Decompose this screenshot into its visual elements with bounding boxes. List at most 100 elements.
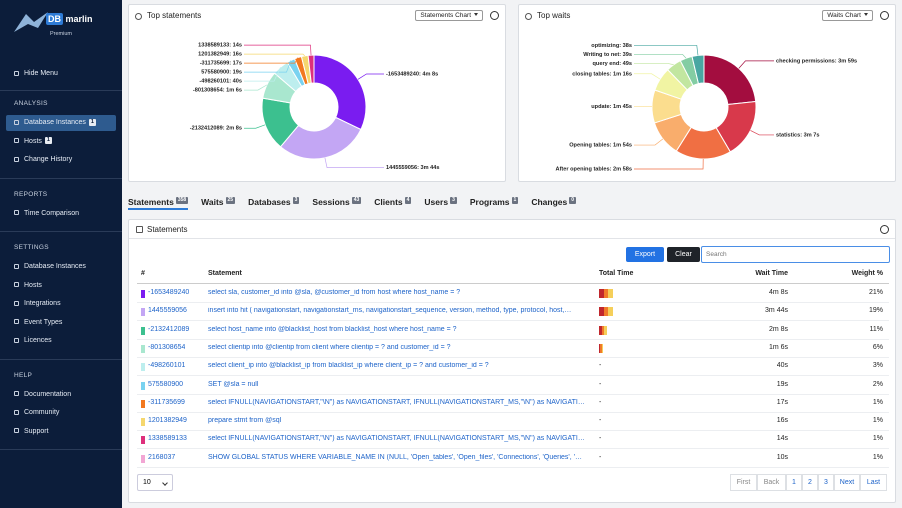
- statement-id[interactable]: -2132412089: [148, 325, 190, 333]
- slice: [313, 54, 367, 131]
- statement-text[interactable]: SET @sla = null: [208, 380, 259, 388]
- total-time: -: [599, 398, 602, 406]
- slice-label: -801308654: 1m 6s: [193, 88, 242, 94]
- page-button[interactable]: First: [730, 474, 757, 491]
- tab[interactable]: Users 3: [424, 197, 457, 210]
- chart-menu-button[interactable]: Waits Chart: [822, 10, 873, 21]
- statement-text[interactable]: insert into hit ( navigationstart, navig…: [208, 307, 572, 315]
- column-header[interactable]: Weight %: [851, 270, 883, 277]
- collapse-button[interactable]: [880, 225, 889, 234]
- column-header[interactable]: Total Time: [599, 270, 634, 277]
- chart-menu-button[interactable]: Statements Chart: [415, 10, 483, 21]
- tab-count: 1: [511, 197, 519, 204]
- logo-name: marlin: [65, 14, 93, 24]
- nav-item[interactable]: Time Comparison: [6, 206, 116, 222]
- total-time-bar: [599, 325, 608, 335]
- row-marker: [141, 363, 145, 372]
- statement-id[interactable]: -498260101: [148, 362, 186, 370]
- leader-line: [750, 130, 774, 136]
- nav-item[interactable]: Community: [6, 405, 116, 421]
- nav-item[interactable]: Licences: [6, 333, 116, 349]
- wait-time: 4m 8s: [768, 289, 788, 296]
- row-marker: [141, 399, 145, 408]
- nav-item[interactable]: Hosts 1: [6, 134, 116, 150]
- statement-text[interactable]: prepare stmt from @sql: [208, 417, 282, 425]
- total-time: -: [599, 453, 602, 461]
- leader-line: [634, 54, 687, 59]
- wait-time: 19s: [776, 380, 788, 388]
- slice-label: statistics: 3m 7s: [776, 132, 820, 138]
- page-button[interactable]: 1: [786, 474, 802, 491]
- tab[interactable]: Waits 25: [201, 197, 236, 210]
- statement-text[interactable]: select host_name into @blacklist_host fr…: [208, 325, 457, 333]
- row-separator: [137, 466, 889, 468]
- nav-item[interactable]: Database Instances: [6, 259, 116, 275]
- nav-item[interactable]: Database Instances 1: [6, 115, 116, 131]
- tab[interactable]: Sessions 43: [312, 197, 362, 210]
- card-title: Top statements: [147, 11, 202, 20]
- statement-id[interactable]: 2168037: [148, 453, 176, 461]
- statement-id[interactable]: -1653489240: [148, 289, 190, 296]
- tab-count: 4: [404, 197, 412, 204]
- leader-line: [244, 84, 268, 91]
- page-button[interactable]: 3: [818, 474, 834, 491]
- weight: 1%: [872, 453, 883, 461]
- nav-item[interactable]: Change History: [6, 152, 116, 168]
- bar-part: [601, 325, 605, 335]
- page-button[interactable]: Last: [860, 474, 887, 491]
- slice-label: 1201382949: 16s: [198, 52, 242, 58]
- leader-line: [244, 60, 292, 73]
- wait-time: 10s: [776, 453, 788, 461]
- total-time-bar: [599, 307, 614, 317]
- nav-item[interactable]: Support: [6, 424, 116, 440]
- statement-text[interactable]: select client_ip into @blacklist_ip from…: [208, 362, 489, 370]
- statement-text[interactable]: SHOW GLOBAL STATUS WHERE VARIABLE_NAME I…: [208, 453, 582, 461]
- nav-label: Licences: [24, 337, 52, 344]
- export-button[interactable]: Export: [626, 247, 664, 262]
- column-header[interactable]: #: [141, 270, 145, 277]
- statement-id[interactable]: 1338589133: [148, 435, 187, 443]
- bar-part: [603, 307, 609, 317]
- tab[interactable]: Databases 3: [248, 197, 300, 210]
- page-size-select[interactable]: 10: [137, 474, 173, 491]
- statement-text[interactable]: select IFNULL(NAVIGATIONSTART,"\N") as N…: [208, 398, 585, 406]
- slice-label: After opening tables: 2m 58s: [556, 166, 632, 172]
- statement-id[interactable]: -801308654: [148, 343, 186, 351]
- total-time: -: [599, 435, 602, 443]
- nav-item[interactable]: Hosts: [6, 278, 116, 294]
- statement-text[interactable]: select sla, customer_id into @sla, @cust…: [208, 289, 461, 296]
- statement-id[interactable]: 575580900: [148, 380, 184, 388]
- weight: 2%: [872, 380, 883, 388]
- nav-icon: [14, 119, 19, 125]
- panel-title: Statements: [147, 225, 188, 234]
- column-header[interactable]: Statement: [208, 270, 242, 277]
- collapse-button[interactable]: [490, 11, 499, 20]
- collapse-button[interactable]: [880, 11, 889, 20]
- search-input[interactable]: [701, 246, 890, 263]
- tab[interactable]: Programs 1: [470, 197, 519, 210]
- tab[interactable]: Clients 4: [374, 197, 412, 210]
- statement-id[interactable]: 1445559056: [148, 307, 187, 315]
- page-button[interactable]: Back: [757, 474, 786, 491]
- tab[interactable]: Statements 358: [128, 197, 189, 210]
- nav-item[interactable]: Documentation: [6, 387, 116, 403]
- wait-time: 40s: [776, 362, 788, 370]
- nav-item[interactable]: Event Types: [6, 315, 116, 331]
- clear-button[interactable]: Clear: [667, 247, 700, 262]
- slice-label: Writing to net: 39s: [583, 52, 632, 58]
- caret: [864, 12, 868, 18]
- page-button[interactable]: Next: [834, 474, 860, 491]
- hide-menu[interactable]: Hide Menu: [6, 66, 116, 82]
- statement-id[interactable]: -311735699: [148, 398, 185, 406]
- total-time: -: [599, 362, 602, 370]
- column-header[interactable]: Wait Time: [755, 270, 788, 277]
- statement-text[interactable]: select IFNULL(NAVIGATIONSTART,"\N") as N…: [208, 435, 585, 443]
- statement-text[interactable]: select clientip into @clientip from clie…: [208, 343, 451, 351]
- tab[interactable]: Changes 0: [531, 197, 576, 210]
- caret: [162, 480, 168, 486]
- nav-label: Hosts: [24, 137, 42, 145]
- nav-item[interactable]: Integrations: [6, 296, 116, 312]
- statement-id[interactable]: 1201382949: [148, 417, 187, 425]
- page-button[interactable]: 2: [802, 474, 818, 491]
